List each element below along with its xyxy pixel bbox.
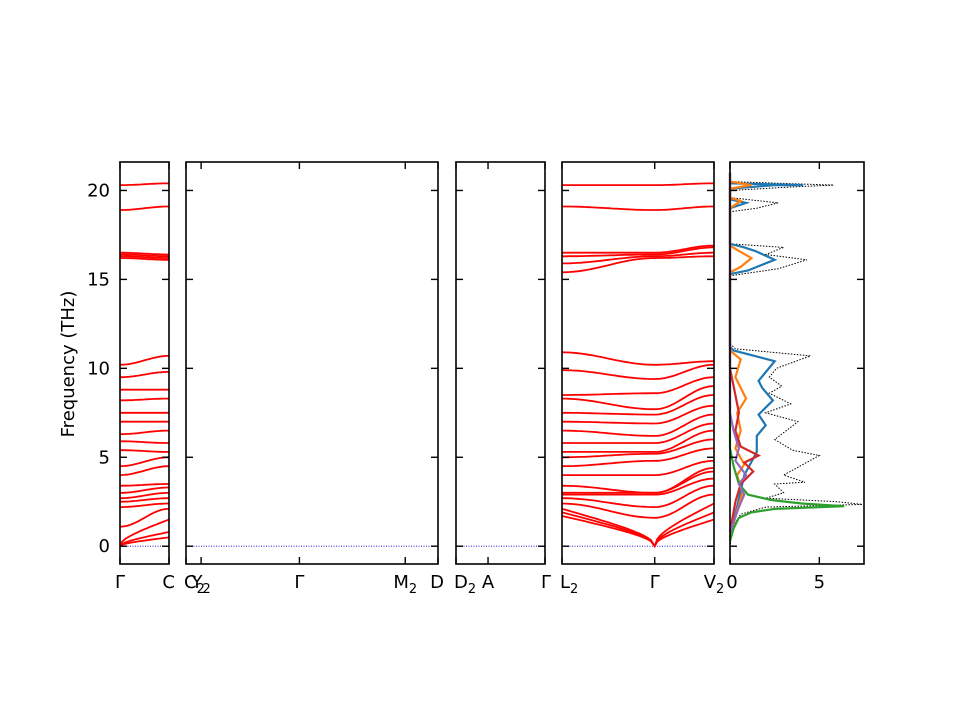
x-tick-label: C [162, 572, 175, 593]
x-tick-label: L2 [560, 572, 578, 597]
phonon-band-line [561, 493, 715, 519]
phonon-band-line [120, 440, 169, 444]
y-tick-label: 0 [99, 536, 110, 557]
x-tick-label: D2 [454, 572, 476, 597]
phonon-band-line [119, 397, 169, 402]
band-panel-2 [185, 161, 439, 565]
phonon-band-line [120, 486, 169, 494]
phonon-band-line [119, 456, 169, 468]
x-tick-label: Γ [115, 572, 125, 593]
phonon-band-line [120, 257, 169, 261]
phonon-band-line [562, 205, 714, 211]
phonon-band-line [120, 370, 169, 379]
phonon-band-line [561, 502, 715, 549]
y-axis-label: Frequency (THz) [58, 291, 79, 438]
phonon-band-line [120, 449, 169, 453]
phonon-band-line [562, 422, 715, 444]
phonon-band-line [120, 182, 170, 187]
y-tick-label: 20 [87, 180, 110, 201]
phonon-band-line [562, 413, 715, 437]
phonon-band-line [119, 518, 170, 547]
phonon-band-line [120, 253, 169, 258]
phonon-band-line [562, 182, 715, 187]
phonon-band-line [562, 438, 714, 459]
phonon-band-line [120, 491, 170, 500]
phonon-band-line [120, 507, 169, 528]
y-tick-label: 15 [87, 269, 110, 290]
phonon-band-line [119, 465, 169, 476]
y-tick-label: 10 [87, 358, 110, 379]
band-panel-1 [119, 161, 170, 565]
phonon-band-line [562, 477, 715, 496]
phonon-band-line [561, 447, 714, 468]
phonon-band-line [561, 351, 714, 366]
phonon-band-line [120, 483, 169, 487]
dos-panel [728, 161, 865, 565]
phonon-band-line [120, 251, 169, 256]
phonon-band-line [561, 515, 715, 548]
phonon-band-line [119, 429, 169, 436]
panel-frame [455, 161, 546, 565]
phonon-band-line [561, 255, 714, 274]
panel-frame [119, 161, 170, 565]
x-tick-label: A [482, 572, 495, 593]
phonon-band-line [562, 246, 714, 258]
partial-dos-line-5 [728, 172, 748, 533]
phonon-band-line [562, 429, 715, 453]
band-panel-4 [561, 161, 715, 565]
band-panel-3 [455, 161, 546, 565]
x-tick-label: D [430, 572, 444, 593]
panel-frame [185, 161, 439, 565]
phonon-band-line [561, 363, 714, 380]
phonon-band-line [562, 484, 715, 509]
phonon-band-line [119, 354, 169, 366]
x-tick-label: Γ [541, 572, 551, 593]
x-tick-label: V2 [704, 572, 725, 597]
partial-dos-line-3 [728, 172, 845, 542]
phonon-band-line [119, 531, 170, 547]
phonon-band-line [562, 394, 715, 416]
phonon-band-line [120, 497, 169, 503]
phonon-band-line [562, 376, 715, 396]
x-tick-label: Γ [650, 572, 660, 593]
phonon-band-line [561, 467, 715, 494]
phonon-band-line [562, 404, 715, 425]
dos-frame [729, 161, 865, 565]
phonon-band-line [562, 251, 714, 265]
phonon-band-line [562, 244, 714, 254]
phonon-band-line [562, 385, 715, 411]
dos-x-tick-label: 0 [726, 572, 737, 593]
y-tick-label: 5 [99, 447, 110, 468]
x-tick-label: M2 [393, 572, 417, 597]
phonon-band-line [119, 536, 170, 547]
phonon-band-line [120, 502, 169, 509]
panel-frame [561, 161, 715, 565]
dos-x-tick-label: 5 [814, 572, 825, 593]
x-tick-label: Γ [294, 572, 304, 593]
phonon-band-line [120, 205, 169, 211]
phonon-band-line [562, 459, 715, 477]
phonon-band-line [120, 255, 170, 259]
